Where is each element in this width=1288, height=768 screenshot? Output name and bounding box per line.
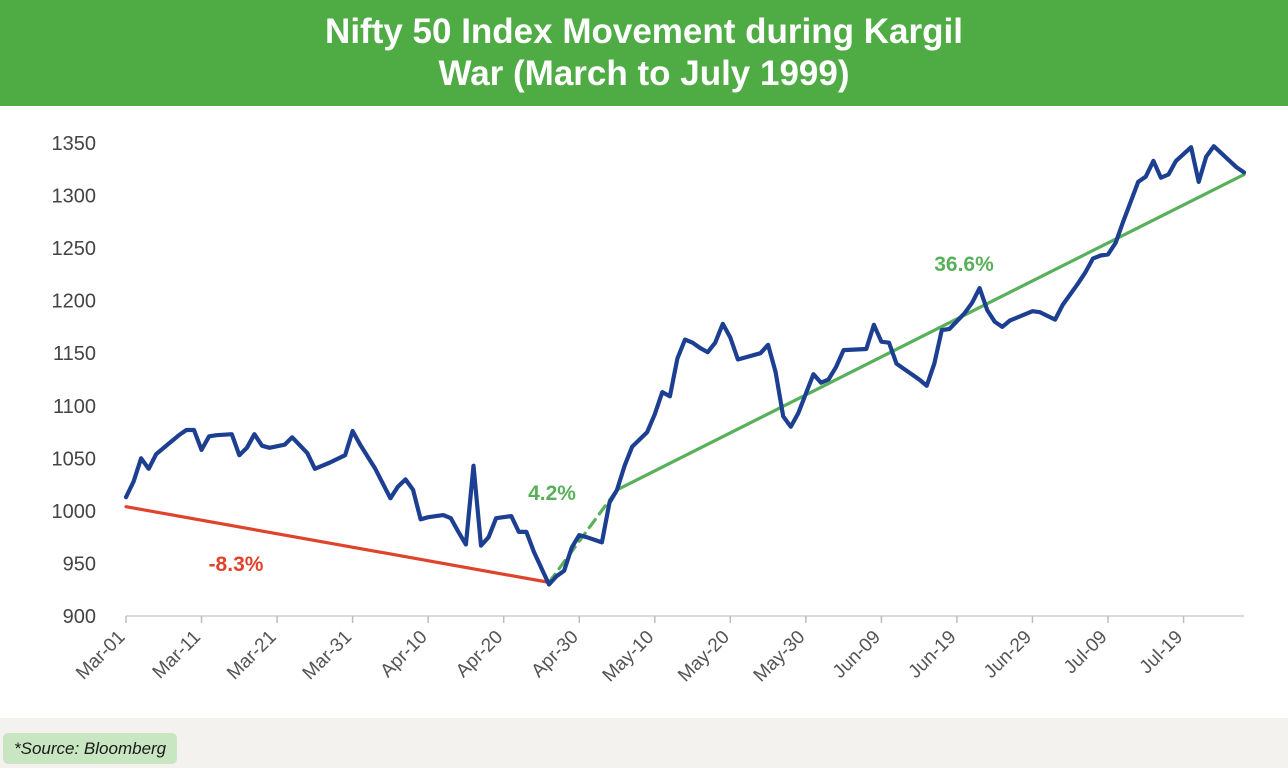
y-tick-label: 900 [63, 606, 96, 628]
trendline-label: -8.3% [209, 553, 264, 576]
x-tick-label: Mar-01 [72, 627, 129, 684]
y-tick-label: 1250 [52, 238, 97, 260]
y-tick-label: 1350 [52, 133, 97, 155]
y-tick-label: 950 [63, 553, 96, 575]
chart-title-line-1: Nifty 50 Index Movement during Kargil [325, 12, 963, 51]
chart-area: 900 950 1000 1050 1100 1150 1200 1250 1300 1350 Ma… [0, 106, 1288, 718]
y-tick-label: 1300 [52, 186, 97, 208]
x-tick-label: Mar-31 [299, 627, 356, 684]
series-line [123, 144, 1247, 587]
x-tick-label: Mar-11 [149, 627, 205, 683]
chart-title: Nifty 50 Index Movement during Kargil Wa… [0, 0, 1288, 106]
x-tick-label: Jun-09 [829, 627, 885, 683]
x-tick-label: Jun-29 [980, 627, 1036, 683]
x-tick-label: May-10 [599, 627, 659, 687]
x-tick-label: May-20 [674, 627, 734, 687]
x-tick-label: Jul-19 [1136, 627, 1187, 678]
trendline-label: 36.6% [934, 253, 994, 276]
x-tick-label: Jul-09 [1060, 627, 1111, 678]
x-tick-label: Apr-20 [452, 627, 507, 682]
y-tick-label: 1000 [52, 501, 97, 523]
x-tick-label: Apr-10 [377, 627, 432, 682]
x-tick-label: Jun-19 [905, 627, 961, 683]
y-tick-label: 1050 [52, 448, 97, 470]
y-tick-label: 1150 [53, 343, 96, 365]
x-tick-label: May-30 [750, 627, 810, 687]
trendline [615, 172, 1246, 492]
source-note: *Source: Bloomberg [3, 733, 178, 764]
trendline [124, 505, 551, 584]
x-tick-label: Apr-30 [528, 627, 583, 682]
nifty-line-chart: 900 950 1000 1050 1100 1150 1200 1250 1300 1350 Ma… [52, 133, 1247, 687]
chart-title-line-2: War (March to July 1999) [438, 54, 850, 93]
y-tick-label: 1200 [52, 291, 97, 313]
footer-band [0, 718, 1288, 768]
y-tick-label: 1100 [53, 396, 96, 418]
x-tick-label: Mar-21 [223, 627, 280, 684]
trendline-label: 4.2% [528, 482, 576, 505]
